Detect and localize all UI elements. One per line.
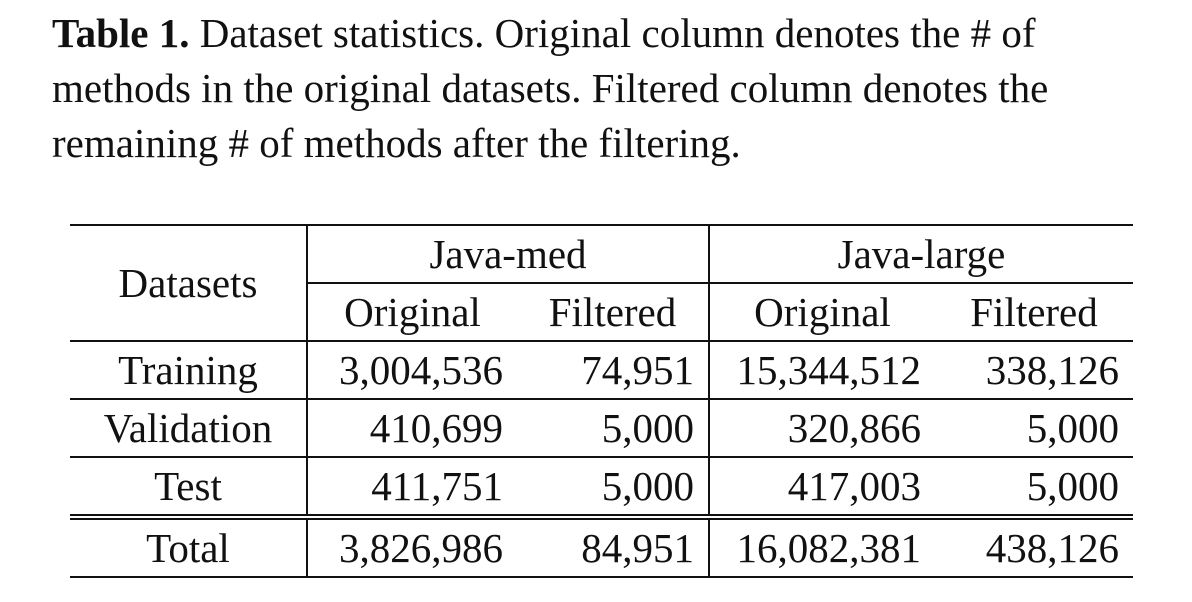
header-row-subheaders: Original Filtered Original Filtered <box>70 283 1133 341</box>
header-row-groups: Datasets Java-med Java-large <box>70 224 1133 341</box>
row-label: Validation <box>70 398 308 457</box>
group-header-java-med: Java-med <box>307 224 710 284</box>
group-header-java-large: Java-large <box>709 224 1133 284</box>
row-label: Test <box>70 456 308 517</box>
corner-header: Datasets <box>70 224 308 341</box>
cell-value: 417,003 <box>709 456 935 517</box>
cell-value: 438,126 <box>935 514 1133 578</box>
row-label: Training <box>70 340 308 399</box>
table-row-test: Test 411,751 5,000 417,003 5,000 <box>70 456 1133 517</box>
cell-value: 15,344,512 <box>709 340 935 399</box>
table-row-training: Training 3,004,536 74,951 15,344,512 338… <box>70 340 1133 399</box>
cell-value: 3,004,536 <box>307 340 517 399</box>
cell-value: 16,082,381 <box>709 514 935 578</box>
cell-value: 411,751 <box>307 456 517 517</box>
dataset-statistics-table: Datasets Java-med Java-large Original Fi… <box>70 224 1133 578</box>
cell-value: 410,699 <box>307 398 517 457</box>
cell-value: 320,866 <box>709 398 935 457</box>
subheader-java-med-filtered: Filtered <box>517 283 710 341</box>
subheader-java-med-original: Original <box>344 289 481 335</box>
table-row-validation: Validation 410,699 5,000 320,866 5,000 <box>70 398 1133 457</box>
cell-value: 5,000 <box>517 456 710 517</box>
cell-value: 5,000 <box>935 398 1133 457</box>
subheader-java-large-filtered: Filtered <box>970 289 1098 335</box>
cell-value: 5,000 <box>517 398 710 457</box>
cell-value: 3,826,986 <box>307 514 517 578</box>
cell-value: 84,951 <box>517 514 710 578</box>
cell-value: 5,000 <box>935 456 1133 517</box>
subheader-java-large-original: Original <box>754 289 891 335</box>
caption-text: Dataset statistics. Original column deno… <box>52 10 1049 166</box>
table-row-total: Total 3,826,986 84,951 16,082,381 438,12… <box>70 514 1133 578</box>
table-caption: Table 1. Dataset statistics. Original co… <box>52 6 1162 171</box>
cell-value: 74,951 <box>517 340 710 399</box>
row-label: Total <box>70 514 308 578</box>
caption-label: Table 1. <box>52 10 190 56</box>
cell-value: 338,126 <box>935 340 1133 399</box>
